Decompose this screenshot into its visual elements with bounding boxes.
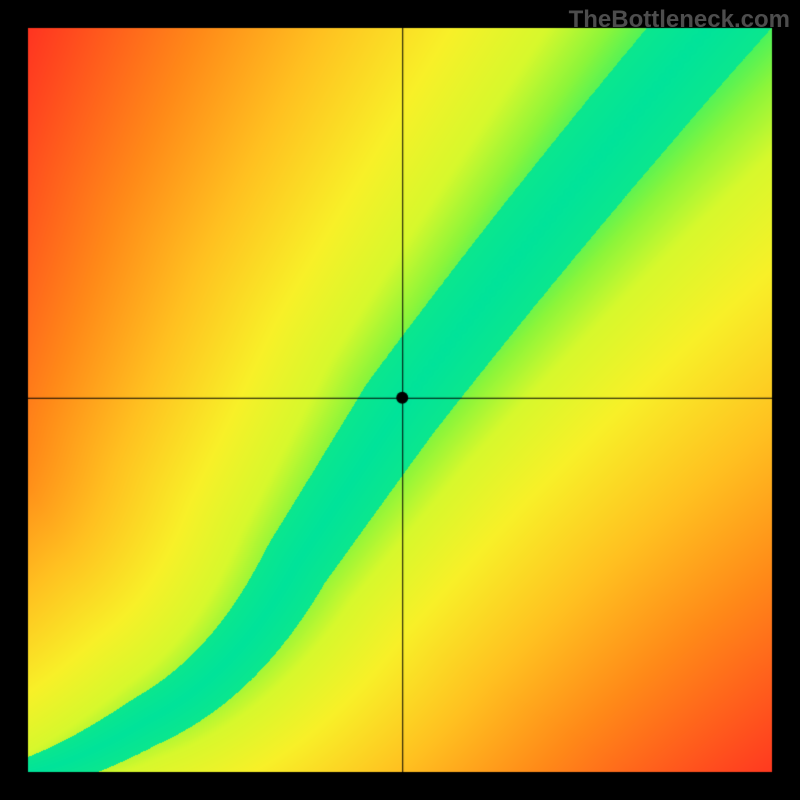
watermark-text: TheBottleneck.com — [569, 6, 790, 34]
heatmap-canvas — [0, 0, 800, 800]
chart-container: TheBottleneck.com — [0, 0, 800, 800]
